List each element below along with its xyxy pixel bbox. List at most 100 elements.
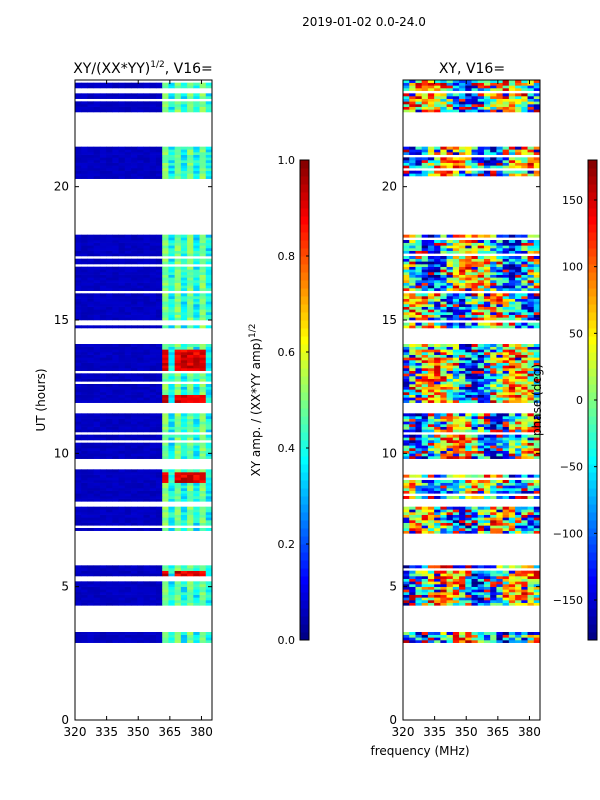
- heatmap-cell: [143, 277, 151, 281]
- colorbar-segment: [300, 304, 309, 313]
- heatmap-cell: [118, 592, 126, 595]
- heatmap-cell: [124, 442, 132, 446]
- heatmap-cell: [452, 416, 460, 419]
- heatmap-cell: [93, 573, 101, 577]
- heatmap-cell: [452, 392, 460, 395]
- heatmap-cell: [199, 565, 207, 569]
- heatmap-cell: [496, 592, 504, 595]
- heatmap-cell: [131, 376, 138, 379]
- heatmap-cell: [515, 445, 522, 449]
- heatmap-cell: [99, 400, 107, 403]
- heatmap-cell: [533, 317, 540, 321]
- heatmap-cell: [106, 482, 113, 486]
- heatmap-cell: [168, 573, 176, 577]
- heatmap-cell: [446, 490, 454, 494]
- heatmap-cell: [508, 573, 516, 577]
- heatmap-cell: [533, 485, 540, 489]
- heatmap-cell: [205, 237, 212, 241]
- heatmap-cell: [81, 282, 88, 286]
- heatmap-cell: [496, 288, 504, 291]
- heatmap-cell: [180, 426, 188, 430]
- heatmap-cell: [168, 346, 176, 350]
- heatmap-cell: [187, 104, 194, 107]
- heatmap-cell: [521, 440, 528, 443]
- heatmap-cell: [81, 424, 88, 427]
- heatmap-cell: [131, 568, 138, 571]
- heatmap-cell: [471, 376, 479, 379]
- heatmap-cell: [118, 421, 126, 425]
- heatmap-cell: [440, 272, 447, 275]
- heatmap-cell: [421, 509, 429, 513]
- heatmap-cell: [446, 520, 454, 523]
- heatmap-cell: [440, 525, 447, 529]
- heatmap-cell: [168, 424, 176, 427]
- heatmap-cell: [427, 376, 435, 379]
- heatmap-cell: [187, 360, 194, 363]
- heatmap-cell: [434, 373, 441, 377]
- heatmap-cell: [427, 413, 435, 417]
- heatmap-cell: [452, 576, 460, 579]
- heatmap-cell: [508, 282, 516, 286]
- heatmap-cell: [452, 586, 460, 590]
- heatmap-cell: [87, 426, 95, 430]
- heatmap-cell: [187, 296, 194, 299]
- heatmap-cell: [465, 352, 472, 355]
- heatmap-cell: [490, 261, 497, 265]
- heatmap-cell: [118, 261, 126, 265]
- heatmap-cell: [131, 384, 138, 387]
- heatmap-cell: [471, 578, 479, 582]
- heatmap-cell: [112, 485, 119, 489]
- heatmap-cell: [477, 474, 485, 478]
- heatmap-cell: [427, 490, 435, 494]
- heatmap-cell: [440, 357, 447, 361]
- heatmap-cell: [193, 482, 200, 486]
- heatmap-cell: [446, 317, 454, 321]
- heatmap-cell: [508, 392, 516, 395]
- heatmap-cell: [459, 592, 466, 595]
- heatmap-cell: [465, 400, 472, 403]
- heatmap-cell: [131, 421, 138, 425]
- heatmap-cell: [149, 325, 157, 329]
- heatmap-cell: [193, 269, 200, 273]
- heatmap-cell: [118, 506, 126, 510]
- heatmap-cell: [403, 309, 410, 313]
- heatmap-cell: [459, 312, 466, 315]
- heatmap-cell: [205, 448, 212, 451]
- heatmap-cell: [174, 234, 182, 238]
- heatmap-cell: [143, 421, 151, 425]
- heatmap-cell: [521, 434, 528, 438]
- heatmap-cell: [180, 245, 188, 249]
- heatmap-cell: [193, 416, 200, 419]
- heatmap-cell: [75, 437, 82, 441]
- heatmap-cell: [427, 370, 435, 374]
- heatmap-cell: [131, 488, 138, 491]
- heatmap-cell: [193, 394, 200, 398]
- heatmap-cell: [409, 392, 416, 395]
- heatmap-cell: [193, 274, 200, 278]
- heatmap-cell: [168, 365, 176, 369]
- heatmap-cell: [187, 485, 194, 489]
- colorbar-segment: [300, 176, 309, 185]
- heatmap-cell: [434, 376, 441, 379]
- heatmap-cell: [187, 586, 194, 590]
- heatmap-cell: [124, 354, 132, 358]
- heatmap-cell: [131, 474, 138, 478]
- heatmap-cell: [131, 170, 138, 174]
- heatmap-cell: [508, 520, 516, 523]
- heatmap-cell: [193, 365, 200, 369]
- heatmap-cell: [93, 472, 101, 475]
- heatmap-cell: [106, 429, 113, 433]
- heatmap-cell: [143, 528, 151, 531]
- heatmap-cell: [508, 352, 516, 355]
- heatmap-cell: [199, 285, 207, 289]
- heatmap-cell: [149, 170, 157, 174]
- heatmap-cell: [187, 384, 194, 387]
- heatmap-cell: [415, 573, 423, 577]
- heatmap-cell: [471, 304, 479, 307]
- heatmap-cell: [434, 520, 441, 523]
- heatmap-cell: [174, 154, 182, 158]
- heatmap-cell: [193, 368, 200, 371]
- heatmap-cell: [118, 296, 126, 299]
- heatmap-cell: [409, 309, 416, 313]
- heatmap-cell: [508, 293, 516, 297]
